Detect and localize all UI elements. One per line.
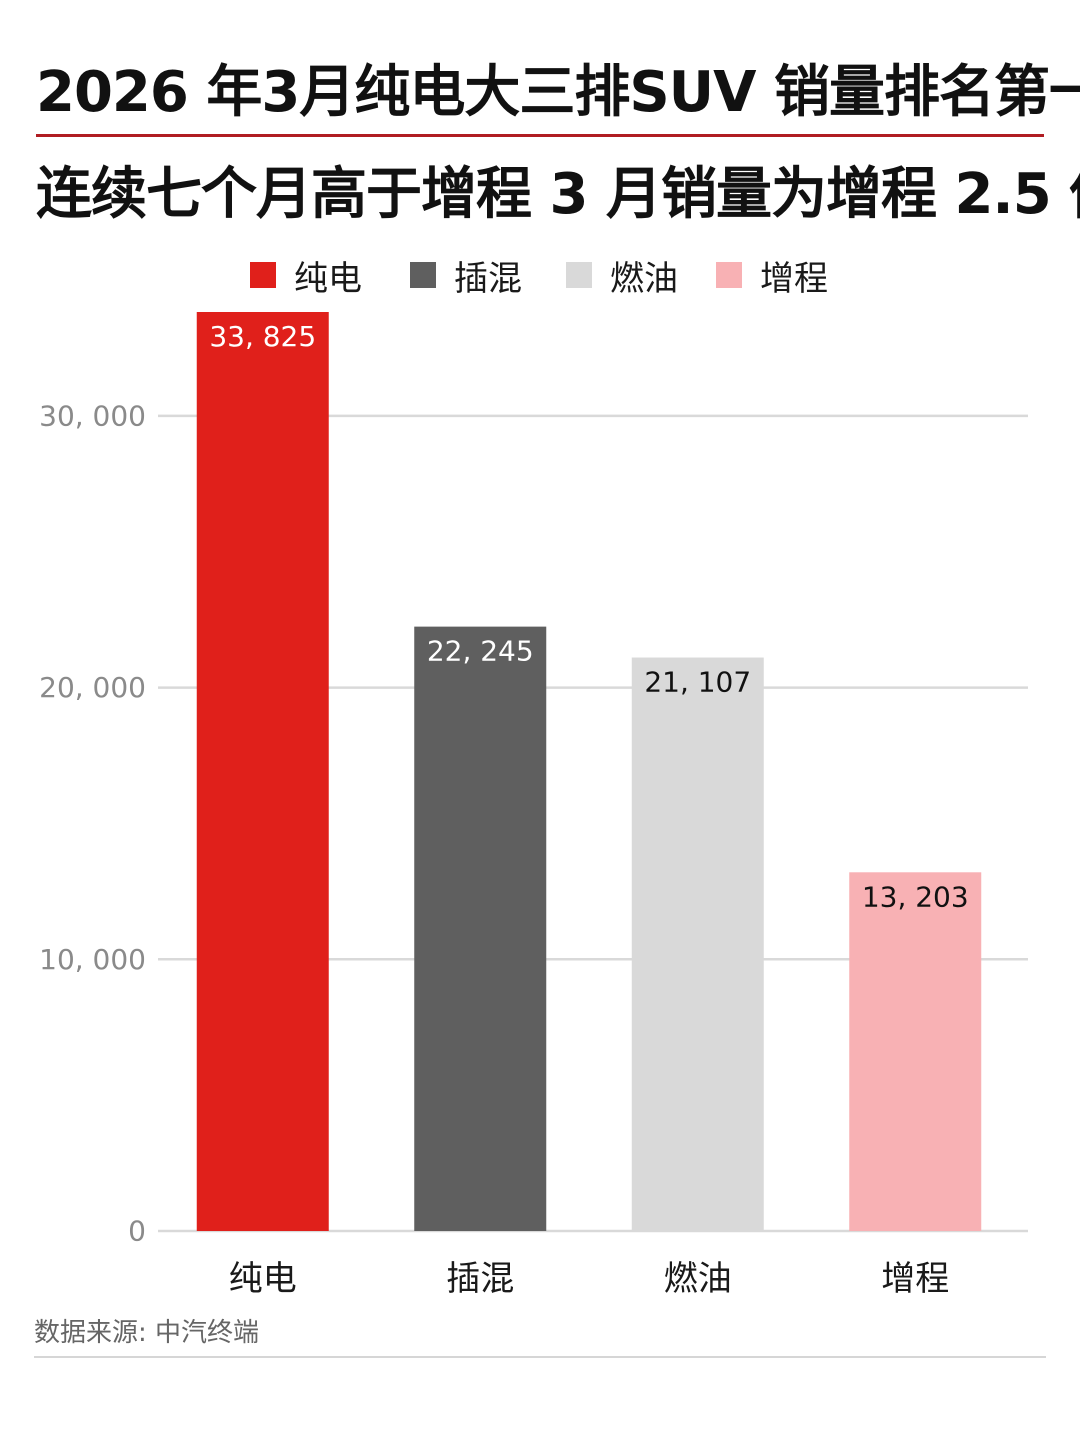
bar [196,312,329,1231]
y-tick-label: 0 [128,1215,146,1248]
legend-swatch-ice [566,262,592,288]
legend-item-bev: 纯电 [250,252,362,299]
x-tick-label: 插混 [446,1259,514,1299]
footer-divider [34,1356,1046,1358]
legend-item-erev: 增程 [716,252,828,299]
bar-value-label: 21, 107 [644,666,751,699]
legend-swatch-phev [410,262,436,288]
x-tick-label: 增程 [881,1259,949,1299]
bar [414,626,547,1231]
bar-value-label: 13, 203 [862,880,969,913]
legend-swatch-bev [250,262,276,288]
bar-value-label: 22, 245 [427,635,534,668]
legend-label-bev: 纯电 [294,258,362,299]
y-tick-label: 20, 000 [39,671,146,704]
y-tick-label: 10, 000 [39,943,146,976]
legend: 纯电 插混 燃油 增程 [0,252,1080,299]
bar [849,872,982,1231]
legend-swatch-erev [716,262,742,288]
legend-label-phev: 插混 [454,258,522,299]
bar-chart: 0 10, 000 20, 000 30, 000 33, 825 纯电 22, 245 插混… [39,312,1028,1299]
chart-title-line2: 连续七个月高于增程 3 月销量为增程 2.5 倍 [36,162,1080,227]
x-tick-label: 燃油 [664,1259,732,1299]
legend-item-phev: 插混 [410,252,522,299]
data-source-note: 数据来源: 中汽终端 [34,1318,260,1348]
bar-value-label: 33, 825 [209,320,316,353]
x-tick-label: 纯电 [229,1259,297,1299]
chart-title-line1: 2026 年3月纯电大三排SUV 销量排名第一 [36,60,1080,125]
bar [631,657,764,1231]
legend-label-ice: 燃油 [610,258,678,299]
title-divider [36,134,1044,137]
legend-label-erev: 增程 [760,258,828,299]
y-tick-label: 30, 000 [39,399,146,432]
legend-item-ice: 燃油 [566,252,678,299]
